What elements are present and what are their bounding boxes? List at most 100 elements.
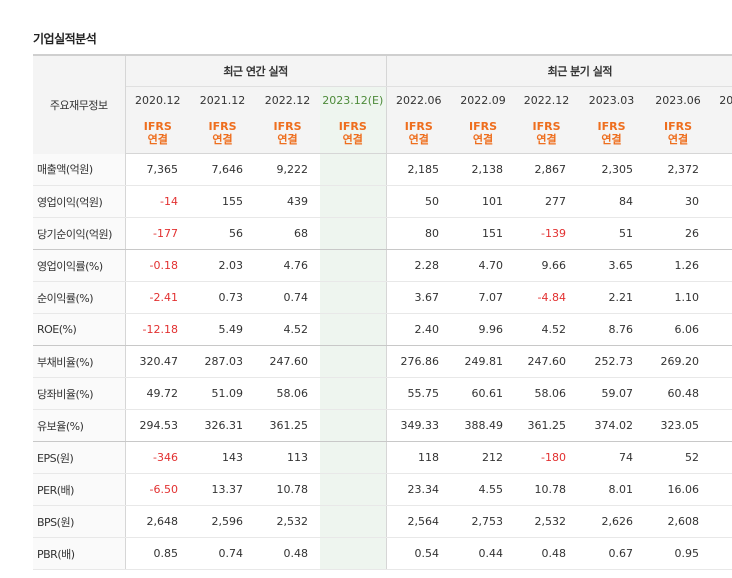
table-cell [320,377,387,410]
table-cell: 50 [386,185,452,218]
table-row: 매출액(억원) 7,365 7,646 9,222 2,185 2,138 2,867 2,3… [33,153,732,186]
table-row: 순이익률(%) -2.41 0.73 0.74 3.67 7.07 -4.84 2.21 1.1… [33,281,732,314]
table-cell: -0.18 [125,249,190,282]
table-cell: 151 [451,217,516,250]
table-row: 유보율(%) 294.53 326.31 361.25 349.33 388.49 361.… [33,409,732,442]
table-cell: 51 [578,217,646,250]
table-cell: 326.31 [190,409,255,442]
table-cell [711,185,732,218]
table-cell: 269.20 [645,345,712,378]
table-cell [711,217,732,250]
table-cell [711,153,732,186]
table-cell: 4.76 [255,249,320,282]
table-cell: 2.21 [578,281,646,314]
ifrs-badge: IFRS 연결 [320,113,387,154]
ifrs-label: IFRS [664,120,693,133]
table-cell: 2,596 [190,505,255,538]
table-cell [711,377,732,410]
table-row: 영업이익률(%) -0.18 2.03 4.76 2.28 4.70 9.66 3.65 1.2… [33,249,732,282]
table-cell [711,473,732,506]
table-cell: 7,646 [190,153,255,186]
table-cell: 3.67 [386,281,452,314]
table-cell: 2,867 [515,153,579,186]
table-row: PER(배) -6.50 13.37 10.78 23.34 4.55 10.78 8.01 1… [33,473,732,506]
table-cell: 13.37 [190,473,255,506]
period-header: 2022.12 [515,86,579,113]
ifrs-consolidated-label: 연결 [472,133,494,146]
table-cell: 2.28 [386,249,452,282]
ifrs-badge: IFRS 연결 [255,113,320,154]
table-cell: 2,305 [578,153,646,186]
table-cell: 5.49 [190,313,255,346]
table-cell: 388.49 [451,409,516,442]
table-cell: 143 [190,441,255,474]
table-cell: 9.66 [515,249,579,282]
ifrs-consolidated-label: 연결 [277,133,298,146]
table-cell: 2.40 [386,313,452,346]
table-cell: 7,365 [125,153,190,186]
table-row: EPS(원) -346 143 113 118 212 -180 74 52 [33,441,732,474]
table-cell: 60.61 [451,377,516,410]
financial-table-body: 매출액(억원) 7,365 7,646 9,222 2,185 2,138 2,867 2,3… [33,153,732,570]
row-label: PER(배) [33,473,126,506]
table-cell: 361.25 [515,409,579,442]
row-label: BPS(원) [33,505,126,538]
ifrs-badge: IFRS 연결 [386,113,452,154]
table-cell: 0.48 [255,537,320,570]
table-cell: 247.60 [515,345,579,378]
table-cell: 118 [386,441,452,474]
table-cell: 101 [451,185,516,218]
ifrs-consolidated-label: 연결 [342,133,363,146]
table-cell [711,409,732,442]
table-cell [320,153,387,186]
annual-group-header: 최근 연간 실적 [125,54,387,87]
table-row: PBR(배) 0.85 0.74 0.48 0.54 0.44 0.48 0.67 0.95 [33,537,732,570]
period-header: 2020.12 [125,86,190,113]
row-label: PBR(배) [33,537,126,570]
table-cell: 320.47 [125,345,190,378]
table-cell: 52 [645,441,712,474]
table-cell: 51.09 [190,377,255,410]
ifrs-label: IFRS [597,120,626,133]
table-cell: 30 [645,185,712,218]
table-cell: 56 [190,217,255,250]
table-cell [320,537,387,570]
period-header-row: 2020.12 2021.12 2022.12 2023.12(E) 2022.06 20… [33,86,732,113]
ifrs-consolidated-label: 연결 [147,133,168,146]
row-label: ROE(%) [33,313,126,346]
financial-table-container: 주요재무정보 최근 연간 실적 최근 분기 실적 2020.12 2021.12 2… [33,54,732,578]
table-cell: 2,753 [451,505,516,538]
table-cell: 49.72 [125,377,190,410]
table-cell: 59.07 [578,377,646,410]
row-label: 순이익률(%) [33,281,126,314]
row-label: 매출액(억원) [33,153,126,186]
table-cell: 74 [578,441,646,474]
table-cell: -346 [125,441,190,474]
ifrs-label: IFRS [273,120,302,133]
table-cell: 252.73 [578,345,646,378]
ifrs-consolidated-label: 연결 [212,133,233,146]
table-cell: 2,185 [386,153,452,186]
ifrs-consolidated-label: 연결 [536,133,557,146]
period-header: 2023.12(E) [320,86,387,113]
table-cell: 68 [255,217,320,250]
table-cell: 374.02 [578,409,646,442]
table-cell: 55.75 [386,377,452,410]
table-cell: 4.55 [451,473,516,506]
table-cell [711,249,732,282]
period-header: 2021.12 [190,86,255,113]
table-cell: 0.67 [578,537,646,570]
row-label: 부채비율(%) [33,345,126,378]
period-header: 2022.09 [451,86,516,113]
table-cell: 6.06 [645,313,712,346]
table-cell: 2,626 [578,505,646,538]
table-cell [711,313,732,346]
table-cell [711,281,732,314]
period-header: 2023.06 [645,86,712,113]
table-cell: 0.44 [451,537,516,570]
table-cell: -6.50 [125,473,190,506]
table-cell: 349.33 [386,409,452,442]
table-cell: 294.53 [125,409,190,442]
table-cell: -177 [125,217,190,250]
table-cell: 0.74 [255,281,320,314]
